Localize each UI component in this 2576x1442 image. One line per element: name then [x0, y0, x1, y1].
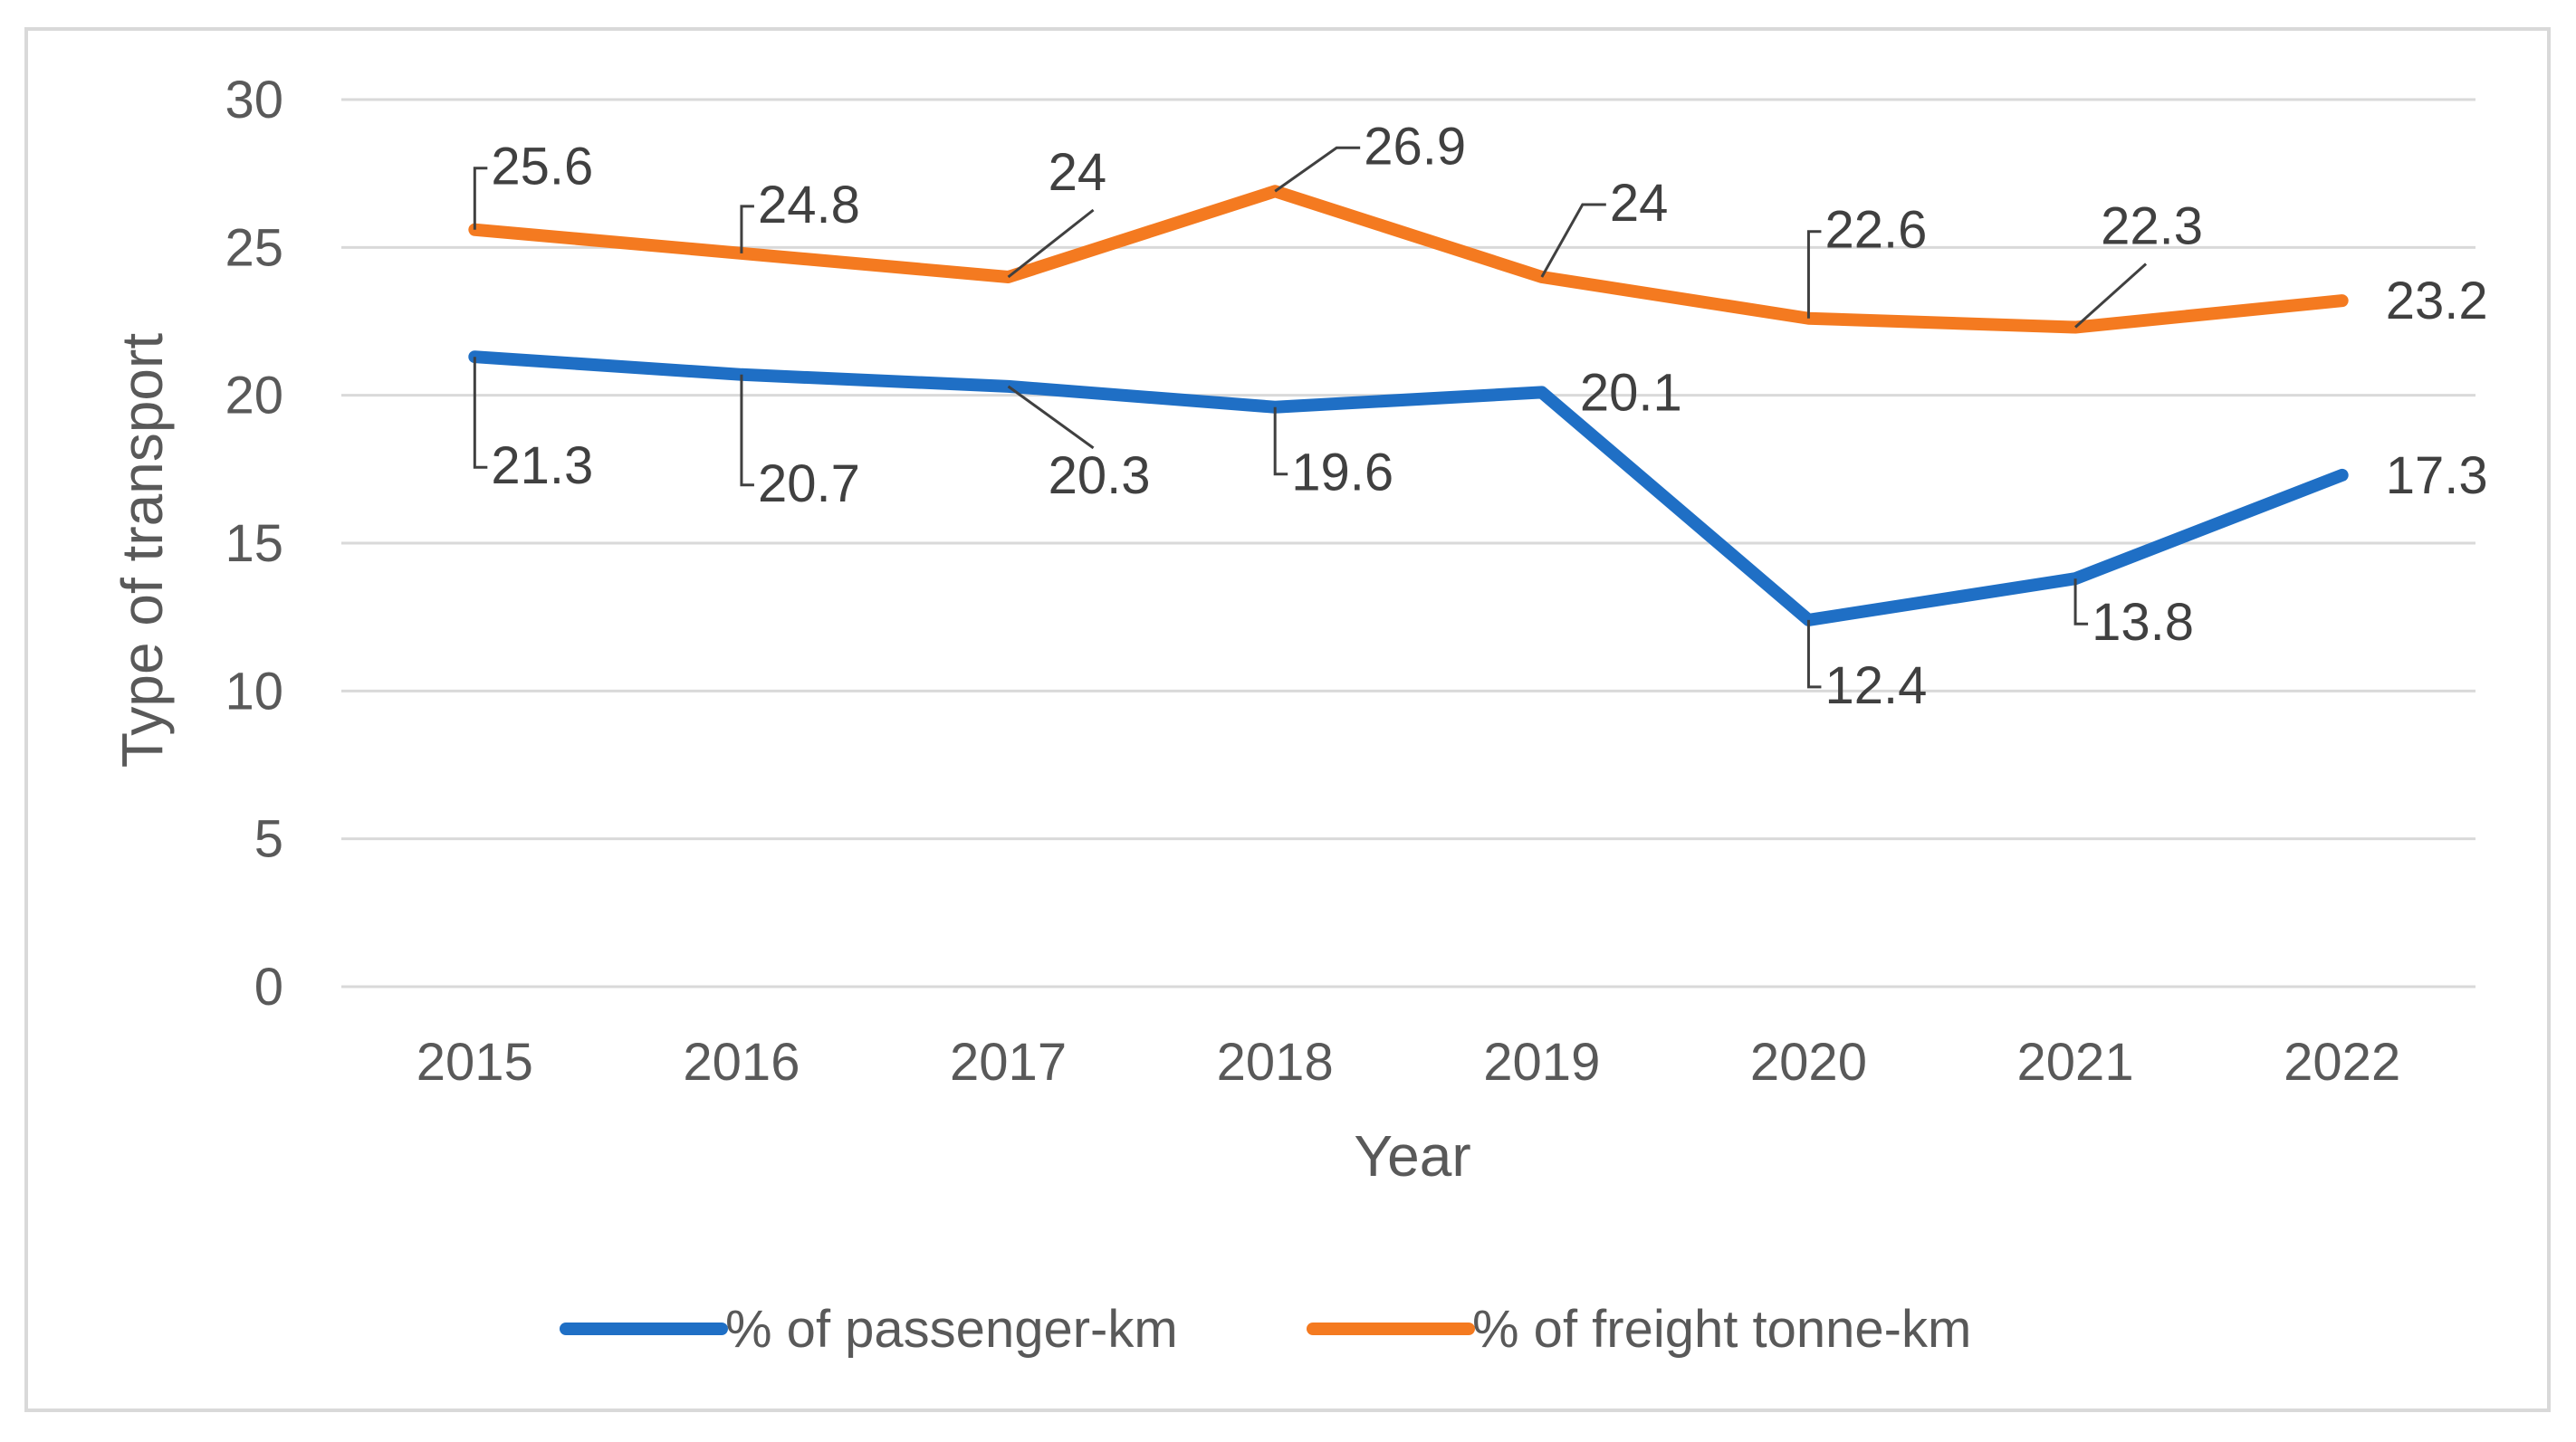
data-label-freight: 24.8 — [758, 176, 860, 234]
leader-line — [2073, 578, 2089, 626]
y-tick-label: 0 — [254, 958, 283, 1017]
series-lines — [468, 185, 2349, 626]
data-label-passenger: 20.7 — [758, 454, 860, 513]
data-label-freight: 22.3 — [2101, 197, 2203, 256]
data-label-freight: 23.2 — [2386, 272, 2488, 330]
y-tick-label: 5 — [254, 810, 283, 869]
data-label-passenger: 12.4 — [1824, 656, 1927, 715]
leader-line — [473, 167, 488, 230]
data-label-passenger: 21.3 — [491, 436, 593, 495]
y-tick-label: 15 — [225, 514, 283, 573]
label-leader-lines — [473, 146, 2148, 689]
y-tick-label: 10 — [225, 662, 283, 721]
x-tick-label: 2016 — [683, 1033, 800, 1092]
x-tick-label: 2018 — [1217, 1033, 1334, 1092]
data-label-passenger: 13.8 — [2092, 593, 2194, 652]
leader-line — [740, 374, 754, 487]
leader-line — [1273, 406, 1288, 476]
x-tick-label: 2022 — [2284, 1033, 2400, 1092]
x-tick-label: 2021 — [2017, 1033, 2134, 1092]
y-tick-label: 25 — [225, 218, 283, 277]
y-axis-ticks: 0 5 10 15 20 25 30 — [225, 71, 283, 1017]
data-label-freight: 22.6 — [1824, 201, 1927, 260]
data-label-freight: 24 — [1049, 143, 1107, 202]
leader-line — [1007, 208, 1095, 279]
leader-line — [740, 205, 754, 253]
data-label-freight: 24 — [1610, 174, 1669, 233]
leader-line — [1806, 619, 1822, 689]
data-label-passenger: 20.3 — [1049, 446, 1151, 505]
x-tick-label: 2015 — [417, 1033, 533, 1092]
line-chart: 0 5 10 15 20 25 30 2015 2016 2017 2018 2019 2020 202… — [110, 71, 2488, 1359]
x-tick-label: 2020 — [1750, 1033, 1867, 1092]
leader-line — [1007, 385, 1095, 450]
leader-line — [473, 357, 488, 469]
y-tick-label: 20 — [225, 367, 283, 425]
x-tick-label: 2017 — [950, 1033, 1067, 1092]
data-label-passenger: 17.3 — [2386, 446, 2488, 505]
legend-label-passenger: % of passenger-km — [725, 1300, 1178, 1359]
data-label-passenger: 19.6 — [1291, 444, 1393, 502]
y-axis-title: Type of transport — [110, 333, 175, 768]
chart-frame: 0 5 10 15 20 25 30 2015 2016 2017 2018 2019 2020 202… — [24, 27, 2551, 1412]
series-line-freight — [468, 185, 2349, 334]
data-label-freight: 25.6 — [491, 138, 593, 196]
series-line-passenger — [468, 350, 2349, 626]
legend-label-freight: % of freight tonne-km — [1472, 1300, 1971, 1359]
data-label-passenger: 20.1 — [1580, 363, 1682, 422]
x-axis-ticks: 2015 2016 2017 2018 2019 2020 2021 2022 — [417, 1033, 2400, 1092]
legend: % of passenger-km % of freight tonne-km — [560, 1300, 1971, 1359]
x-tick-label: 2019 — [1483, 1033, 1600, 1092]
y-tick-label: 30 — [225, 71, 283, 129]
x-axis-title: Year — [1354, 1123, 1470, 1189]
data-label-freight: 26.9 — [1364, 117, 1466, 176]
leader-line — [1274, 146, 1361, 193]
leader-line — [1540, 203, 1606, 278]
data-labels: 21.3 20.7 20.3 19.6 20.1 12.4 13.8 17.3 25.6 24.8… — [491, 117, 2487, 715]
leader-line — [1806, 230, 1822, 319]
leader-line — [2074, 263, 2148, 329]
